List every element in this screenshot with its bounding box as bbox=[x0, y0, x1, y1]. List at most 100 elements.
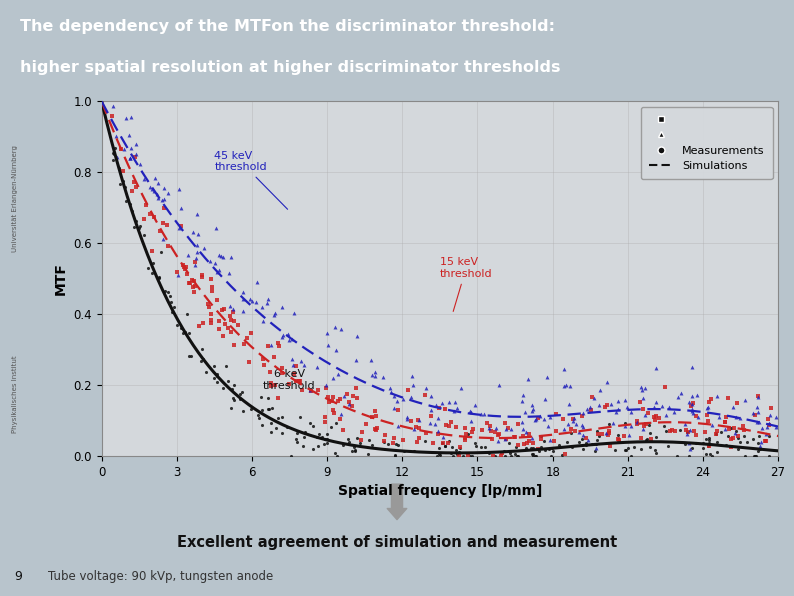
Point bbox=[634, 444, 647, 454]
Point bbox=[296, 386, 309, 395]
Point bbox=[725, 423, 738, 433]
Point bbox=[173, 184, 186, 193]
Point bbox=[289, 434, 302, 444]
Point bbox=[197, 354, 210, 364]
Point bbox=[263, 404, 276, 414]
Point bbox=[565, 424, 577, 433]
Point bbox=[648, 412, 661, 422]
Point bbox=[222, 324, 234, 333]
Point bbox=[224, 301, 237, 311]
Point bbox=[195, 272, 208, 281]
Point bbox=[450, 403, 463, 412]
Point bbox=[334, 414, 347, 424]
Point bbox=[526, 451, 539, 461]
Point bbox=[499, 434, 512, 443]
Point bbox=[763, 420, 776, 429]
Point bbox=[310, 433, 323, 442]
Point bbox=[133, 159, 146, 169]
Point bbox=[225, 384, 238, 394]
Point bbox=[125, 186, 138, 195]
Point bbox=[477, 409, 490, 419]
Point bbox=[558, 364, 571, 374]
Point bbox=[466, 424, 479, 433]
Point bbox=[534, 432, 547, 441]
Point bbox=[700, 434, 712, 443]
Point bbox=[630, 420, 643, 429]
Point bbox=[520, 439, 533, 448]
Point bbox=[412, 415, 425, 425]
Point bbox=[699, 427, 711, 436]
Point bbox=[406, 371, 418, 381]
Point bbox=[703, 441, 715, 451]
Point bbox=[603, 426, 615, 436]
Point bbox=[701, 403, 714, 412]
Point bbox=[412, 433, 425, 443]
Point bbox=[679, 439, 692, 448]
Point bbox=[576, 430, 589, 440]
Point bbox=[211, 371, 224, 380]
Point bbox=[152, 193, 164, 203]
Point bbox=[405, 392, 418, 402]
Point bbox=[457, 451, 470, 461]
Point bbox=[291, 437, 303, 446]
Point bbox=[327, 374, 340, 383]
Point bbox=[576, 434, 588, 444]
Point bbox=[701, 441, 714, 451]
Point bbox=[538, 437, 550, 446]
Point bbox=[387, 391, 400, 401]
Point bbox=[683, 439, 696, 448]
Point bbox=[145, 269, 158, 278]
Point bbox=[558, 424, 571, 434]
Point bbox=[288, 370, 301, 379]
Point bbox=[198, 244, 211, 253]
Point bbox=[689, 430, 702, 440]
Point bbox=[671, 451, 684, 461]
Point bbox=[162, 287, 175, 297]
Point bbox=[759, 430, 772, 439]
Point bbox=[622, 443, 634, 452]
Point bbox=[761, 414, 774, 424]
Point bbox=[179, 262, 192, 272]
Point bbox=[593, 386, 606, 395]
Point bbox=[459, 423, 472, 433]
Point bbox=[106, 155, 119, 164]
Point bbox=[758, 436, 771, 446]
Point bbox=[276, 412, 288, 422]
Point bbox=[690, 412, 703, 421]
Point bbox=[436, 438, 449, 448]
Point bbox=[499, 424, 512, 434]
Point bbox=[286, 354, 299, 364]
Point bbox=[657, 421, 670, 430]
Point bbox=[530, 451, 542, 461]
Point bbox=[276, 330, 289, 340]
Point bbox=[156, 218, 169, 228]
Point bbox=[154, 247, 167, 256]
Point bbox=[388, 403, 401, 412]
Point bbox=[696, 443, 709, 452]
Point bbox=[495, 451, 507, 461]
Point bbox=[755, 437, 768, 446]
Point bbox=[264, 427, 277, 437]
Point bbox=[565, 443, 578, 452]
Point bbox=[418, 390, 431, 400]
Point bbox=[425, 411, 437, 421]
Point bbox=[630, 416, 643, 426]
Point bbox=[686, 405, 699, 414]
Point bbox=[682, 427, 695, 436]
Point bbox=[328, 409, 341, 418]
Point bbox=[516, 431, 529, 440]
Point bbox=[355, 427, 368, 437]
Point bbox=[407, 424, 420, 434]
Point bbox=[310, 362, 323, 372]
Point bbox=[750, 451, 762, 461]
Point bbox=[489, 451, 502, 461]
Point bbox=[349, 355, 362, 365]
Point bbox=[584, 402, 596, 412]
Point bbox=[311, 385, 324, 395]
Point bbox=[666, 425, 679, 434]
Point bbox=[206, 287, 218, 296]
Point bbox=[210, 377, 223, 387]
Point bbox=[434, 450, 446, 460]
Point bbox=[700, 449, 712, 458]
Point bbox=[345, 402, 358, 411]
